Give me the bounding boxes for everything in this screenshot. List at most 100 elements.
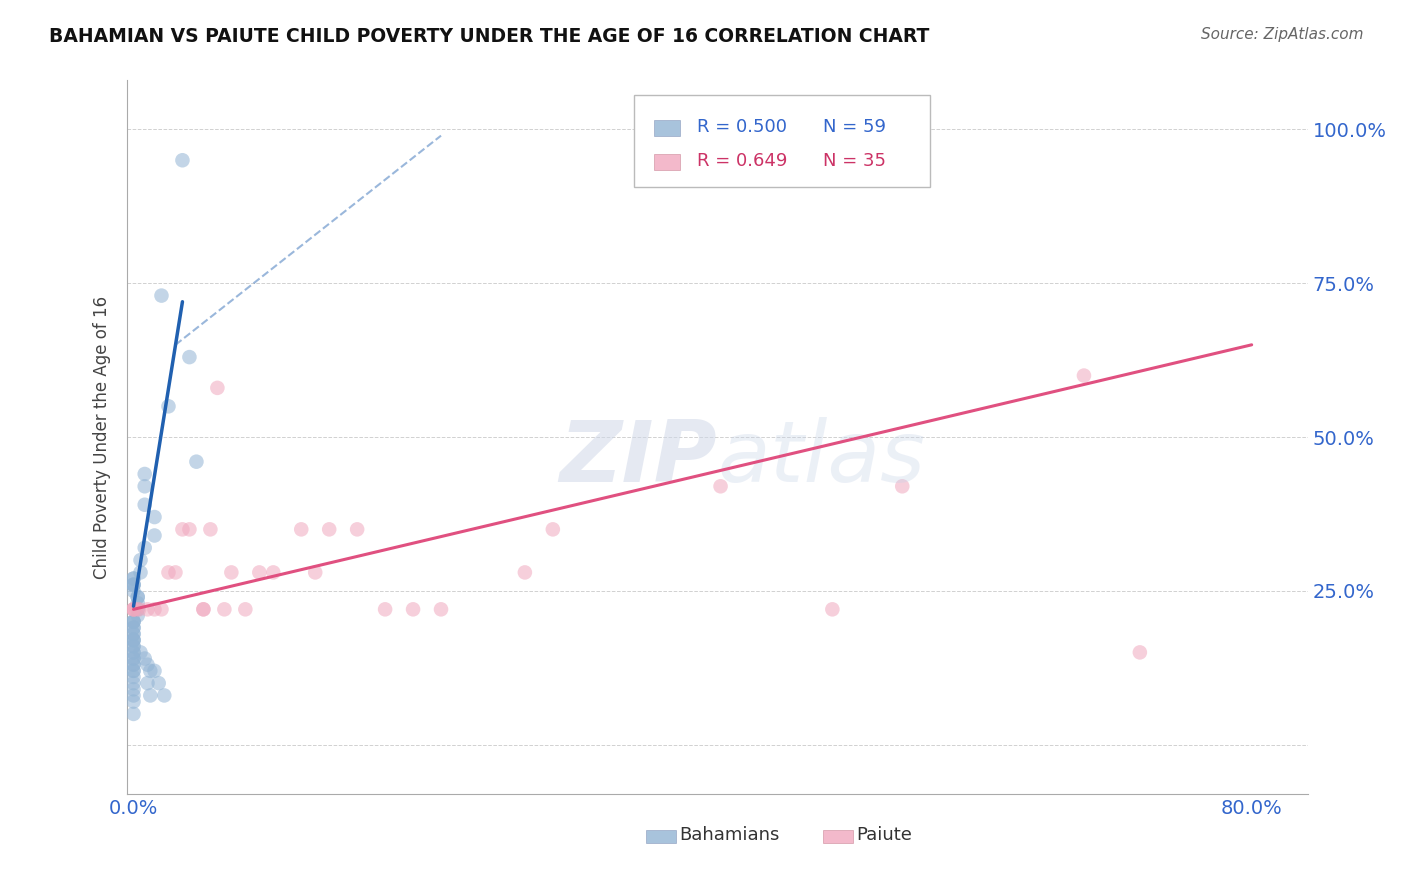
Point: [122, 615, 145, 629]
Point: [157, 566, 180, 580]
Point: [122, 572, 145, 586]
Point: [122, 602, 145, 616]
Point: [122, 645, 145, 659]
Point: [148, 676, 170, 690]
Point: [127, 590, 149, 604]
Point: [172, 153, 194, 168]
Text: Paiute: Paiute: [856, 826, 912, 845]
Point: [157, 400, 180, 414]
Point: [150, 602, 173, 616]
Point: [179, 350, 201, 364]
Point: [821, 602, 844, 616]
Point: [122, 651, 145, 665]
FancyBboxPatch shape: [654, 120, 681, 136]
Point: [122, 706, 145, 721]
Point: [122, 615, 145, 629]
Point: [134, 479, 156, 493]
Point: [143, 528, 166, 542]
Point: [233, 602, 256, 616]
Point: [150, 288, 173, 302]
Point: [127, 590, 149, 604]
Point: [122, 695, 145, 709]
Text: BAHAMIAN VS PAIUTE CHILD POVERTY UNDER THE AGE OF 16 CORRELATION CHART: BAHAMIAN VS PAIUTE CHILD POVERTY UNDER T…: [49, 27, 929, 45]
Point: [122, 664, 145, 678]
Point: [129, 553, 152, 567]
Point: [318, 522, 340, 536]
Point: [134, 651, 156, 665]
Point: [122, 627, 145, 641]
Point: [134, 541, 156, 555]
Point: [153, 689, 176, 703]
Point: [221, 566, 243, 580]
Point: [129, 645, 152, 659]
Point: [143, 510, 166, 524]
Point: [186, 455, 208, 469]
Point: [374, 602, 396, 616]
Point: [430, 602, 453, 616]
Text: Source: ZipAtlas.com: Source: ZipAtlas.com: [1201, 27, 1364, 42]
Point: [200, 522, 222, 536]
Point: [136, 676, 159, 690]
Point: [122, 578, 145, 592]
Point: [122, 621, 145, 635]
Text: ZIP: ZIP: [560, 417, 717, 500]
Point: [122, 651, 145, 665]
Point: [122, 664, 145, 678]
Text: R = 0.649: R = 0.649: [697, 152, 787, 169]
Point: [127, 608, 149, 623]
Text: atlas: atlas: [717, 417, 925, 500]
Point: [247, 566, 270, 580]
Point: [129, 566, 152, 580]
FancyBboxPatch shape: [634, 95, 929, 187]
Y-axis label: Child Poverty Under the Age of 16: Child Poverty Under the Age of 16: [93, 295, 111, 579]
Point: [122, 657, 145, 672]
Text: N = 35: N = 35: [824, 152, 886, 169]
Point: [122, 670, 145, 684]
Point: [122, 639, 145, 653]
Point: [125, 602, 148, 616]
Point: [128, 602, 150, 616]
Point: [136, 602, 159, 616]
Point: [139, 664, 162, 678]
Point: [122, 615, 145, 629]
Point: [122, 639, 145, 653]
Point: [290, 522, 312, 536]
Point: [1129, 645, 1152, 659]
Point: [122, 572, 145, 586]
Text: R = 0.500: R = 0.500: [697, 118, 787, 136]
Point: [122, 602, 145, 616]
Point: [304, 566, 326, 580]
Point: [207, 381, 229, 395]
Point: [122, 645, 145, 659]
Point: [122, 627, 145, 641]
Point: [709, 479, 731, 493]
Point: [122, 602, 145, 616]
Point: [122, 676, 145, 690]
Point: [127, 602, 149, 616]
Point: [122, 583, 145, 598]
Point: [179, 522, 201, 536]
Point: [122, 657, 145, 672]
Point: [122, 578, 145, 592]
Point: [891, 479, 914, 493]
Point: [134, 467, 156, 481]
Point: [139, 689, 162, 703]
Point: [193, 602, 215, 616]
Point: [122, 578, 145, 592]
Point: [513, 566, 536, 580]
Point: [402, 602, 425, 616]
Point: [541, 522, 564, 536]
Point: [122, 682, 145, 697]
Point: [122, 633, 145, 648]
Point: [172, 522, 194, 536]
Point: [122, 621, 145, 635]
Point: [136, 657, 159, 672]
Point: [122, 689, 145, 703]
FancyBboxPatch shape: [824, 830, 853, 843]
Point: [214, 602, 236, 616]
Point: [165, 566, 187, 580]
Point: [122, 633, 145, 648]
FancyBboxPatch shape: [647, 830, 676, 843]
Point: [143, 602, 166, 616]
Point: [193, 602, 215, 616]
